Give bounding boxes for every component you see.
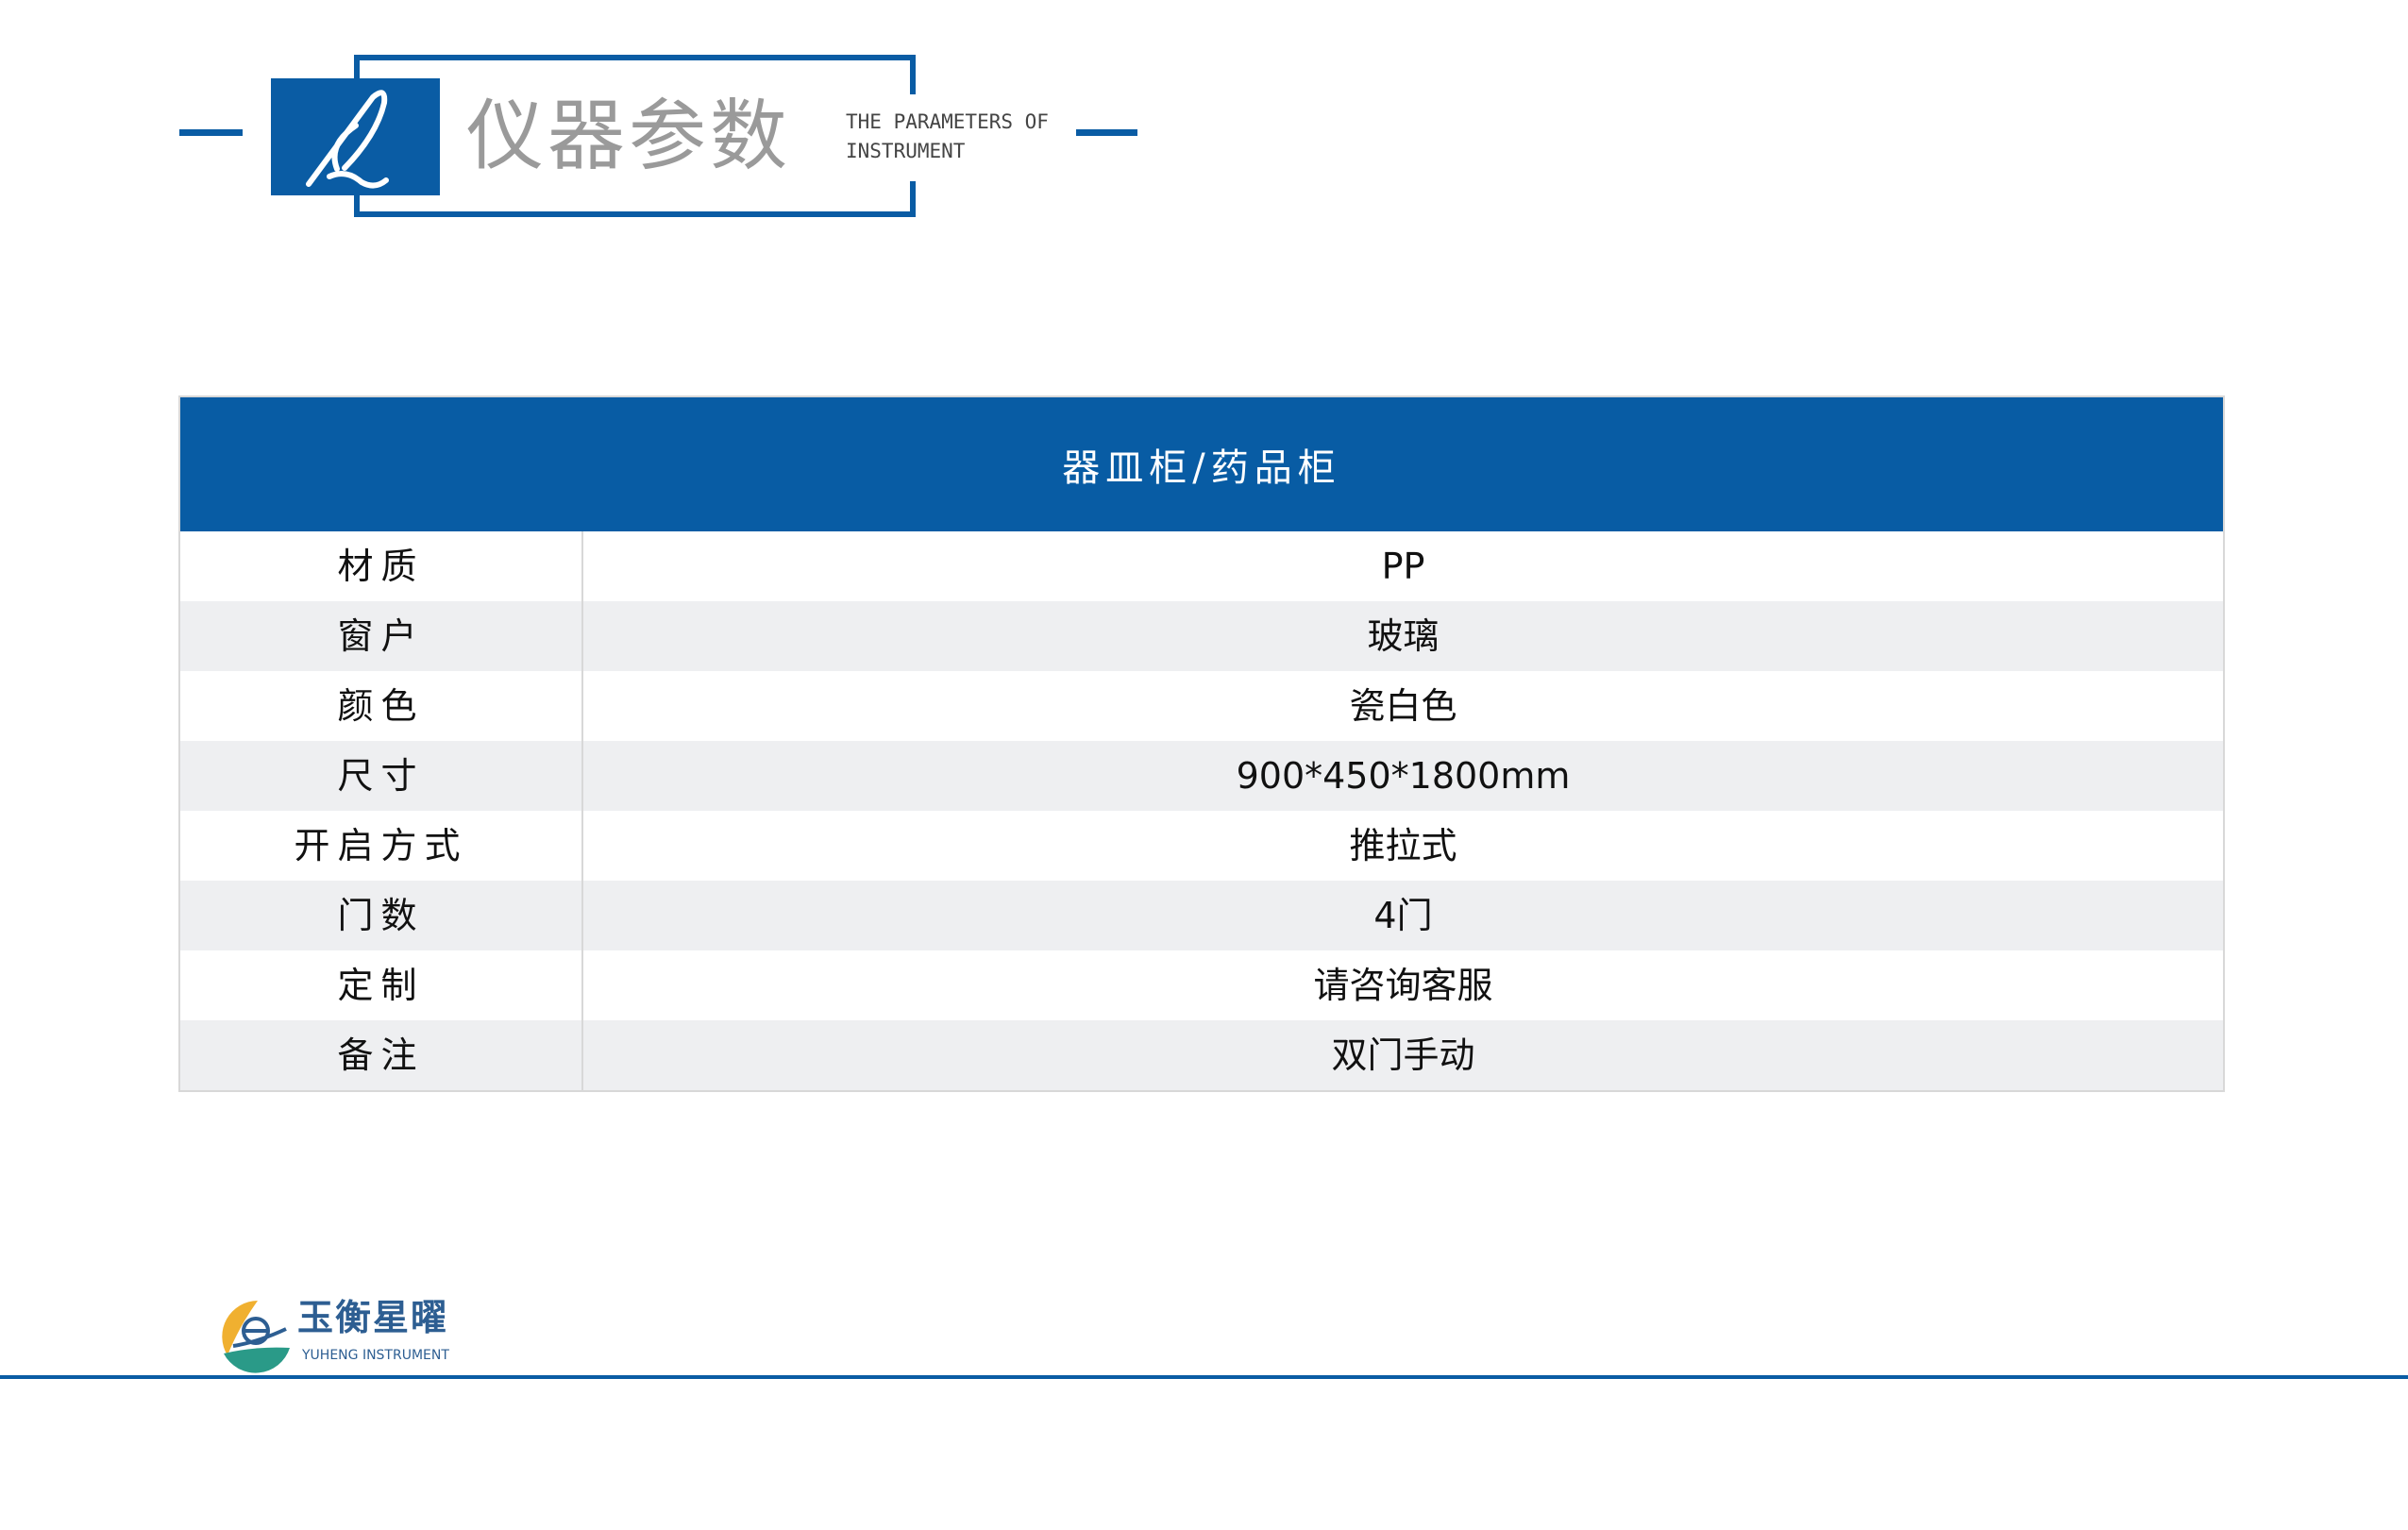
row-label: 尺寸	[179, 741, 583, 811]
table-row: 尺寸 900*450*1800mm	[179, 741, 2224, 811]
row-label: 窗户	[179, 601, 583, 671]
table-row: 定制 请咨询客服	[179, 950, 2224, 1020]
subtitle-line-2: INSTRUMENT	[846, 140, 966, 162]
page-subtitle: THE PARAMETERS OF INSTRUMENT	[846, 108, 1049, 166]
row-label: 备注	[179, 1020, 583, 1091]
row-value: 请咨询客服	[1313, 965, 1493, 1006]
row-value: 玻璃	[582, 601, 2224, 671]
frame-gap	[906, 94, 918, 181]
row-label: 门数	[179, 881, 583, 950]
row-value: PP	[1381, 546, 1425, 587]
row-label: 开启方式	[179, 811, 583, 881]
row-value: 双门手动	[582, 1020, 2224, 1091]
parameters-table: 器皿柜/药品柜 材质 PP 窗户 玻璃 颜色 瓷白色 尺寸 900*450*1800mm…	[178, 395, 2225, 1092]
row-value: 推拉式	[1349, 825, 1457, 866]
footer-line	[0, 1375, 2408, 1379]
table-row: 开启方式 推拉式	[179, 811, 2224, 881]
table-row: 窗户 玻璃	[179, 601, 2224, 671]
left-dash	[179, 129, 243, 136]
table-row: 门数 4门	[179, 881, 2224, 950]
page-title: 仪器参数	[466, 92, 792, 181]
quill-pen-icon	[271, 78, 440, 195]
brand-name: 玉衡星曜	[297, 1296, 449, 1338]
subtitle-line-1: THE PARAMETERS OF	[846, 110, 1049, 133]
row-value: 瓷白色	[1349, 685, 1457, 727]
table-row: 备注 双门手动	[179, 1020, 2224, 1091]
table-row: 颜色 瓷白色	[179, 671, 2224, 741]
row-label: 定制	[179, 950, 583, 1020]
table-title: 器皿柜/药品柜	[179, 396, 2224, 531]
brand-logo-icon	[220, 1299, 292, 1378]
row-value: 900*450*1800mm	[582, 741, 2224, 811]
brand-name-en: YUHENG INSTRUMENT	[302, 1348, 449, 1363]
table-row: 材质 PP	[179, 531, 2224, 601]
row-value: 4门	[582, 881, 2224, 950]
right-dash	[1076, 129, 1137, 136]
row-label: 颜色	[179, 671, 583, 741]
row-label: 材质	[179, 531, 583, 601]
